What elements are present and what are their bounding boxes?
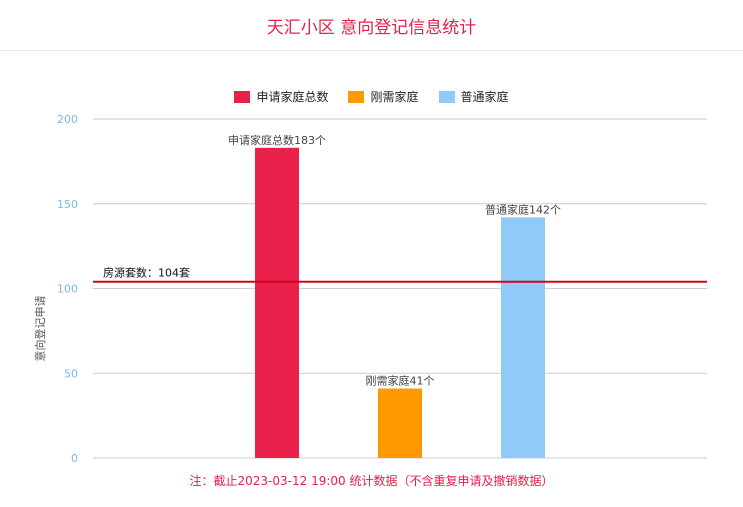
y-tick-label: 50 bbox=[64, 367, 78, 380]
y-tick-label: 200 bbox=[57, 113, 78, 126]
legend-swatch-total bbox=[234, 90, 251, 103]
legend-item-rigid[interactable]: 刚需家庭 bbox=[348, 88, 419, 105]
legend-swatch-rigid bbox=[348, 90, 365, 103]
bar-1 bbox=[378, 388, 422, 458]
legend-item-total[interactable]: 申请家庭总数 bbox=[234, 88, 328, 105]
y-tick-label: 0 bbox=[71, 452, 78, 465]
bar-0 bbox=[255, 147, 299, 458]
bar-data-label: 普通家庭142个 bbox=[485, 202, 561, 216]
chart-legend: 申请家庭总数 刚需家庭 普通家庭 bbox=[0, 88, 743, 105]
y-tick-label: 100 bbox=[57, 283, 78, 296]
chart-header: 天汇小区 意向登记信息统计 bbox=[0, 0, 743, 51]
legend-label-normal: 普通家庭 bbox=[460, 90, 509, 104]
bar-2 bbox=[501, 217, 545, 458]
y-axis-title: 意向登记申请 bbox=[33, 296, 47, 362]
footnote: 注：截止2023-03-12 19:00 统计数据（不含重复申请及撤销数据） bbox=[189, 474, 554, 488]
legend-label-total: 申请家庭总数 bbox=[256, 90, 329, 104]
chart-title: 天汇小区 意向登记信息统计 bbox=[266, 17, 477, 38]
reference-line-label: 房源套数：104套 bbox=[103, 266, 190, 280]
y-tick-label: 150 bbox=[57, 198, 78, 211]
legend-swatch-normal bbox=[438, 90, 455, 103]
legend-label-rigid: 刚需家庭 bbox=[370, 90, 419, 104]
bar-data-label: 申请家庭总数183个 bbox=[228, 133, 326, 147]
bar-data-label: 刚需家庭41个 bbox=[366, 374, 435, 388]
legend-item-normal[interactable]: 普通家庭 bbox=[438, 88, 509, 105]
